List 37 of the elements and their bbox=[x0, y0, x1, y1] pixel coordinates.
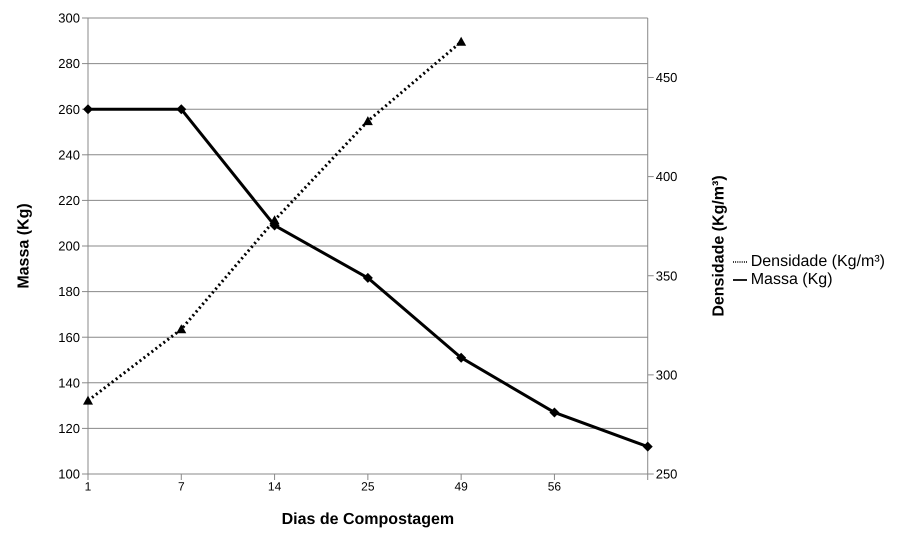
y2-axis-title: Densidade (Kg/m³) bbox=[710, 175, 728, 317]
y-tick-label: 260 bbox=[58, 102, 80, 117]
y-axis-title: Massa (Kg) bbox=[16, 203, 33, 289]
point bbox=[176, 104, 186, 114]
x-tick-label: 49 bbox=[454, 480, 468, 494]
x-tick-label: 14 bbox=[268, 480, 282, 494]
y2-tick-label: 450 bbox=[656, 70, 678, 86]
legend-label: Densidade (Kg/m³) bbox=[750, 253, 885, 270]
y-tick-label: 100 bbox=[58, 466, 80, 482]
y2-tick-label: 350 bbox=[656, 268, 678, 284]
y-tick-label: 120 bbox=[58, 421, 80, 436]
y-tick-label: 160 bbox=[58, 330, 80, 345]
y2-tick-label: 300 bbox=[656, 367, 678, 382]
x-tick-label: 25 bbox=[361, 480, 375, 494]
point bbox=[362, 272, 373, 283]
y-tick-label: 200 bbox=[58, 238, 80, 254]
y-tick-label: 140 bbox=[58, 375, 80, 390]
y-tick-label: 240 bbox=[58, 147, 80, 162]
point bbox=[642, 442, 653, 452]
point bbox=[456, 36, 466, 46]
y-tick-label: 220 bbox=[58, 193, 80, 208]
y-tick-label: 180 bbox=[58, 284, 80, 300]
point bbox=[83, 396, 93, 405]
point bbox=[362, 116, 373, 126]
x-tick-label: 1 bbox=[84, 480, 92, 494]
point bbox=[270, 215, 280, 224]
y-tick-label: 280 bbox=[58, 56, 80, 72]
y2-tick-label: 250 bbox=[656, 466, 678, 482]
x-axis-title: Dias de Compostagem bbox=[282, 511, 454, 528]
y-tick-label: 300 bbox=[58, 10, 80, 26]
point bbox=[549, 407, 560, 418]
x-tick-label: 7 bbox=[178, 480, 185, 494]
point bbox=[176, 324, 186, 334]
x-tick-label: 56 bbox=[548, 480, 562, 494]
legend-label: Massa (Kg) bbox=[750, 271, 833, 288]
point bbox=[456, 352, 466, 363]
y2-tick-label: 400 bbox=[656, 169, 678, 184]
